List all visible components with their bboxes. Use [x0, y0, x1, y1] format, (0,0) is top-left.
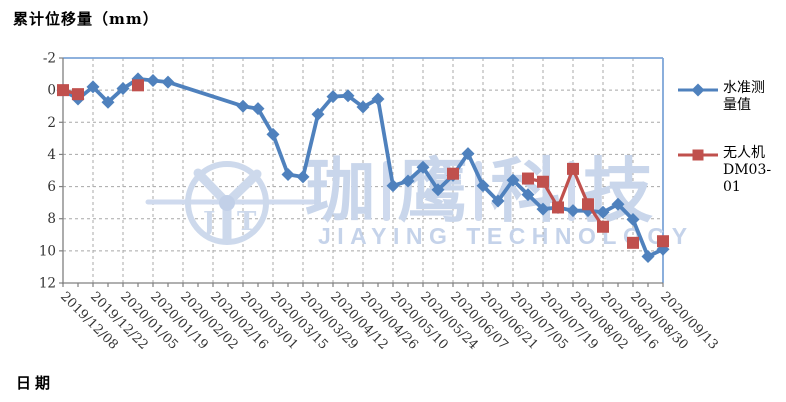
y-axis-tick-labels: -2 0 2 4 6 8 10 12 — [39, 51, 56, 292]
svg-text:4: 4 — [47, 147, 56, 163]
svg-text:0: 0 — [47, 83, 56, 99]
svg-text:6: 6 — [47, 179, 56, 195]
gridlines — [63, 58, 663, 283]
svg-text:10: 10 — [39, 243, 56, 259]
svg-text:12: 12 — [39, 276, 56, 292]
series-drone — [57, 79, 669, 249]
svg-text:8: 8 — [47, 211, 56, 227]
axis-ticks — [59, 57, 664, 287]
svg-text:2: 2 — [47, 115, 56, 131]
svg-text:-2: -2 — [43, 51, 56, 67]
